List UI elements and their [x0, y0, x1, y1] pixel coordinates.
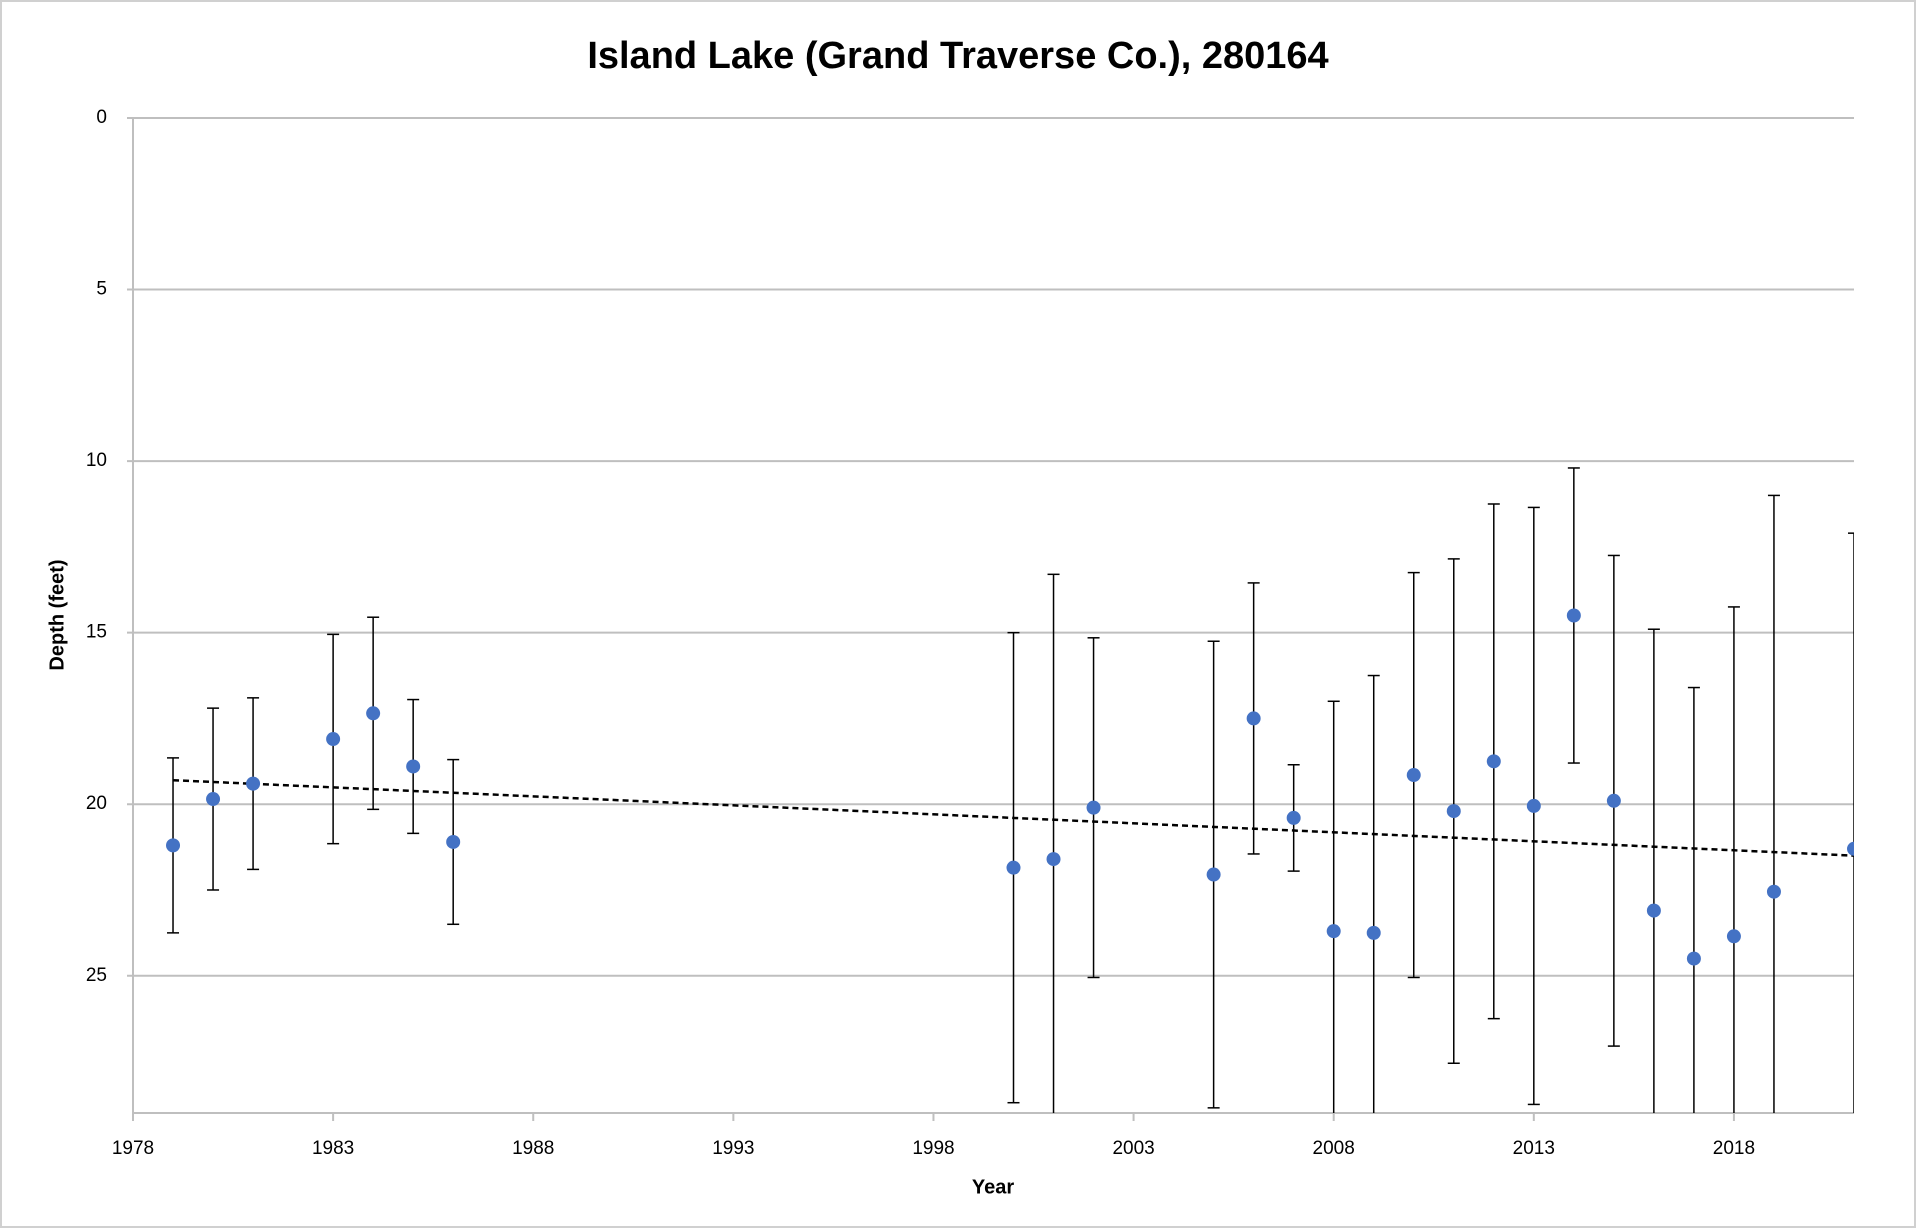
data-point [1686, 951, 1701, 966]
x-tick-label: 1978 [112, 1138, 154, 1159]
plot-area [166, 467, 1854, 1113]
x-tick-label: 1993 [712, 1138, 754, 1159]
data-point [1246, 711, 1261, 726]
x-tick-label: 2013 [1513, 1138, 1555, 1159]
y-tick-label: 5 [96, 279, 107, 300]
y-tick-label: 0 [96, 107, 107, 128]
trendline [172, 778, 1854, 857]
data-point [1526, 798, 1541, 813]
data-point [1726, 929, 1741, 944]
data-point [1566, 608, 1581, 623]
data-point [1606, 793, 1621, 808]
x-tick-label: 2008 [1313, 1138, 1355, 1159]
data-point [1646, 903, 1661, 918]
y-tick-label: 25 [86, 965, 107, 986]
x-axis-label: Year [972, 1176, 1014, 1198]
data-point [366, 706, 381, 721]
data-point [1366, 925, 1381, 940]
data-point [1206, 867, 1221, 882]
data-point [1326, 924, 1341, 939]
data-point [1006, 860, 1021, 875]
data-point [246, 776, 261, 791]
x-tick-label: 1988 [512, 1138, 554, 1159]
x-tick-label: 2003 [1112, 1138, 1154, 1159]
data-point [1766, 884, 1781, 899]
data-point [1286, 810, 1301, 825]
data-point [166, 838, 181, 853]
y-tick-label: 15 [86, 622, 107, 643]
chart-title: Island Lake (Grand Traverse Co.), 280164 [587, 35, 1328, 77]
data-point [1046, 852, 1061, 867]
error-bar [1848, 532, 1854, 1113]
y-tick-label: 20 [86, 793, 107, 814]
data-point [206, 792, 221, 807]
x-tick-label: 1983 [312, 1138, 354, 1159]
x-tick-label: 2018 [1713, 1138, 1755, 1159]
data-point [1406, 768, 1421, 783]
data-point [446, 834, 461, 849]
data-point [1847, 841, 1854, 856]
data-point [1446, 804, 1461, 819]
y-axis-label: Depth (feet) [46, 559, 68, 670]
data-point [326, 732, 341, 747]
data-point [406, 759, 421, 774]
data-point [1486, 754, 1501, 769]
data-point [1086, 800, 1101, 815]
x-tick-label: 1998 [912, 1138, 954, 1159]
y-tick-label: 10 [86, 450, 107, 471]
